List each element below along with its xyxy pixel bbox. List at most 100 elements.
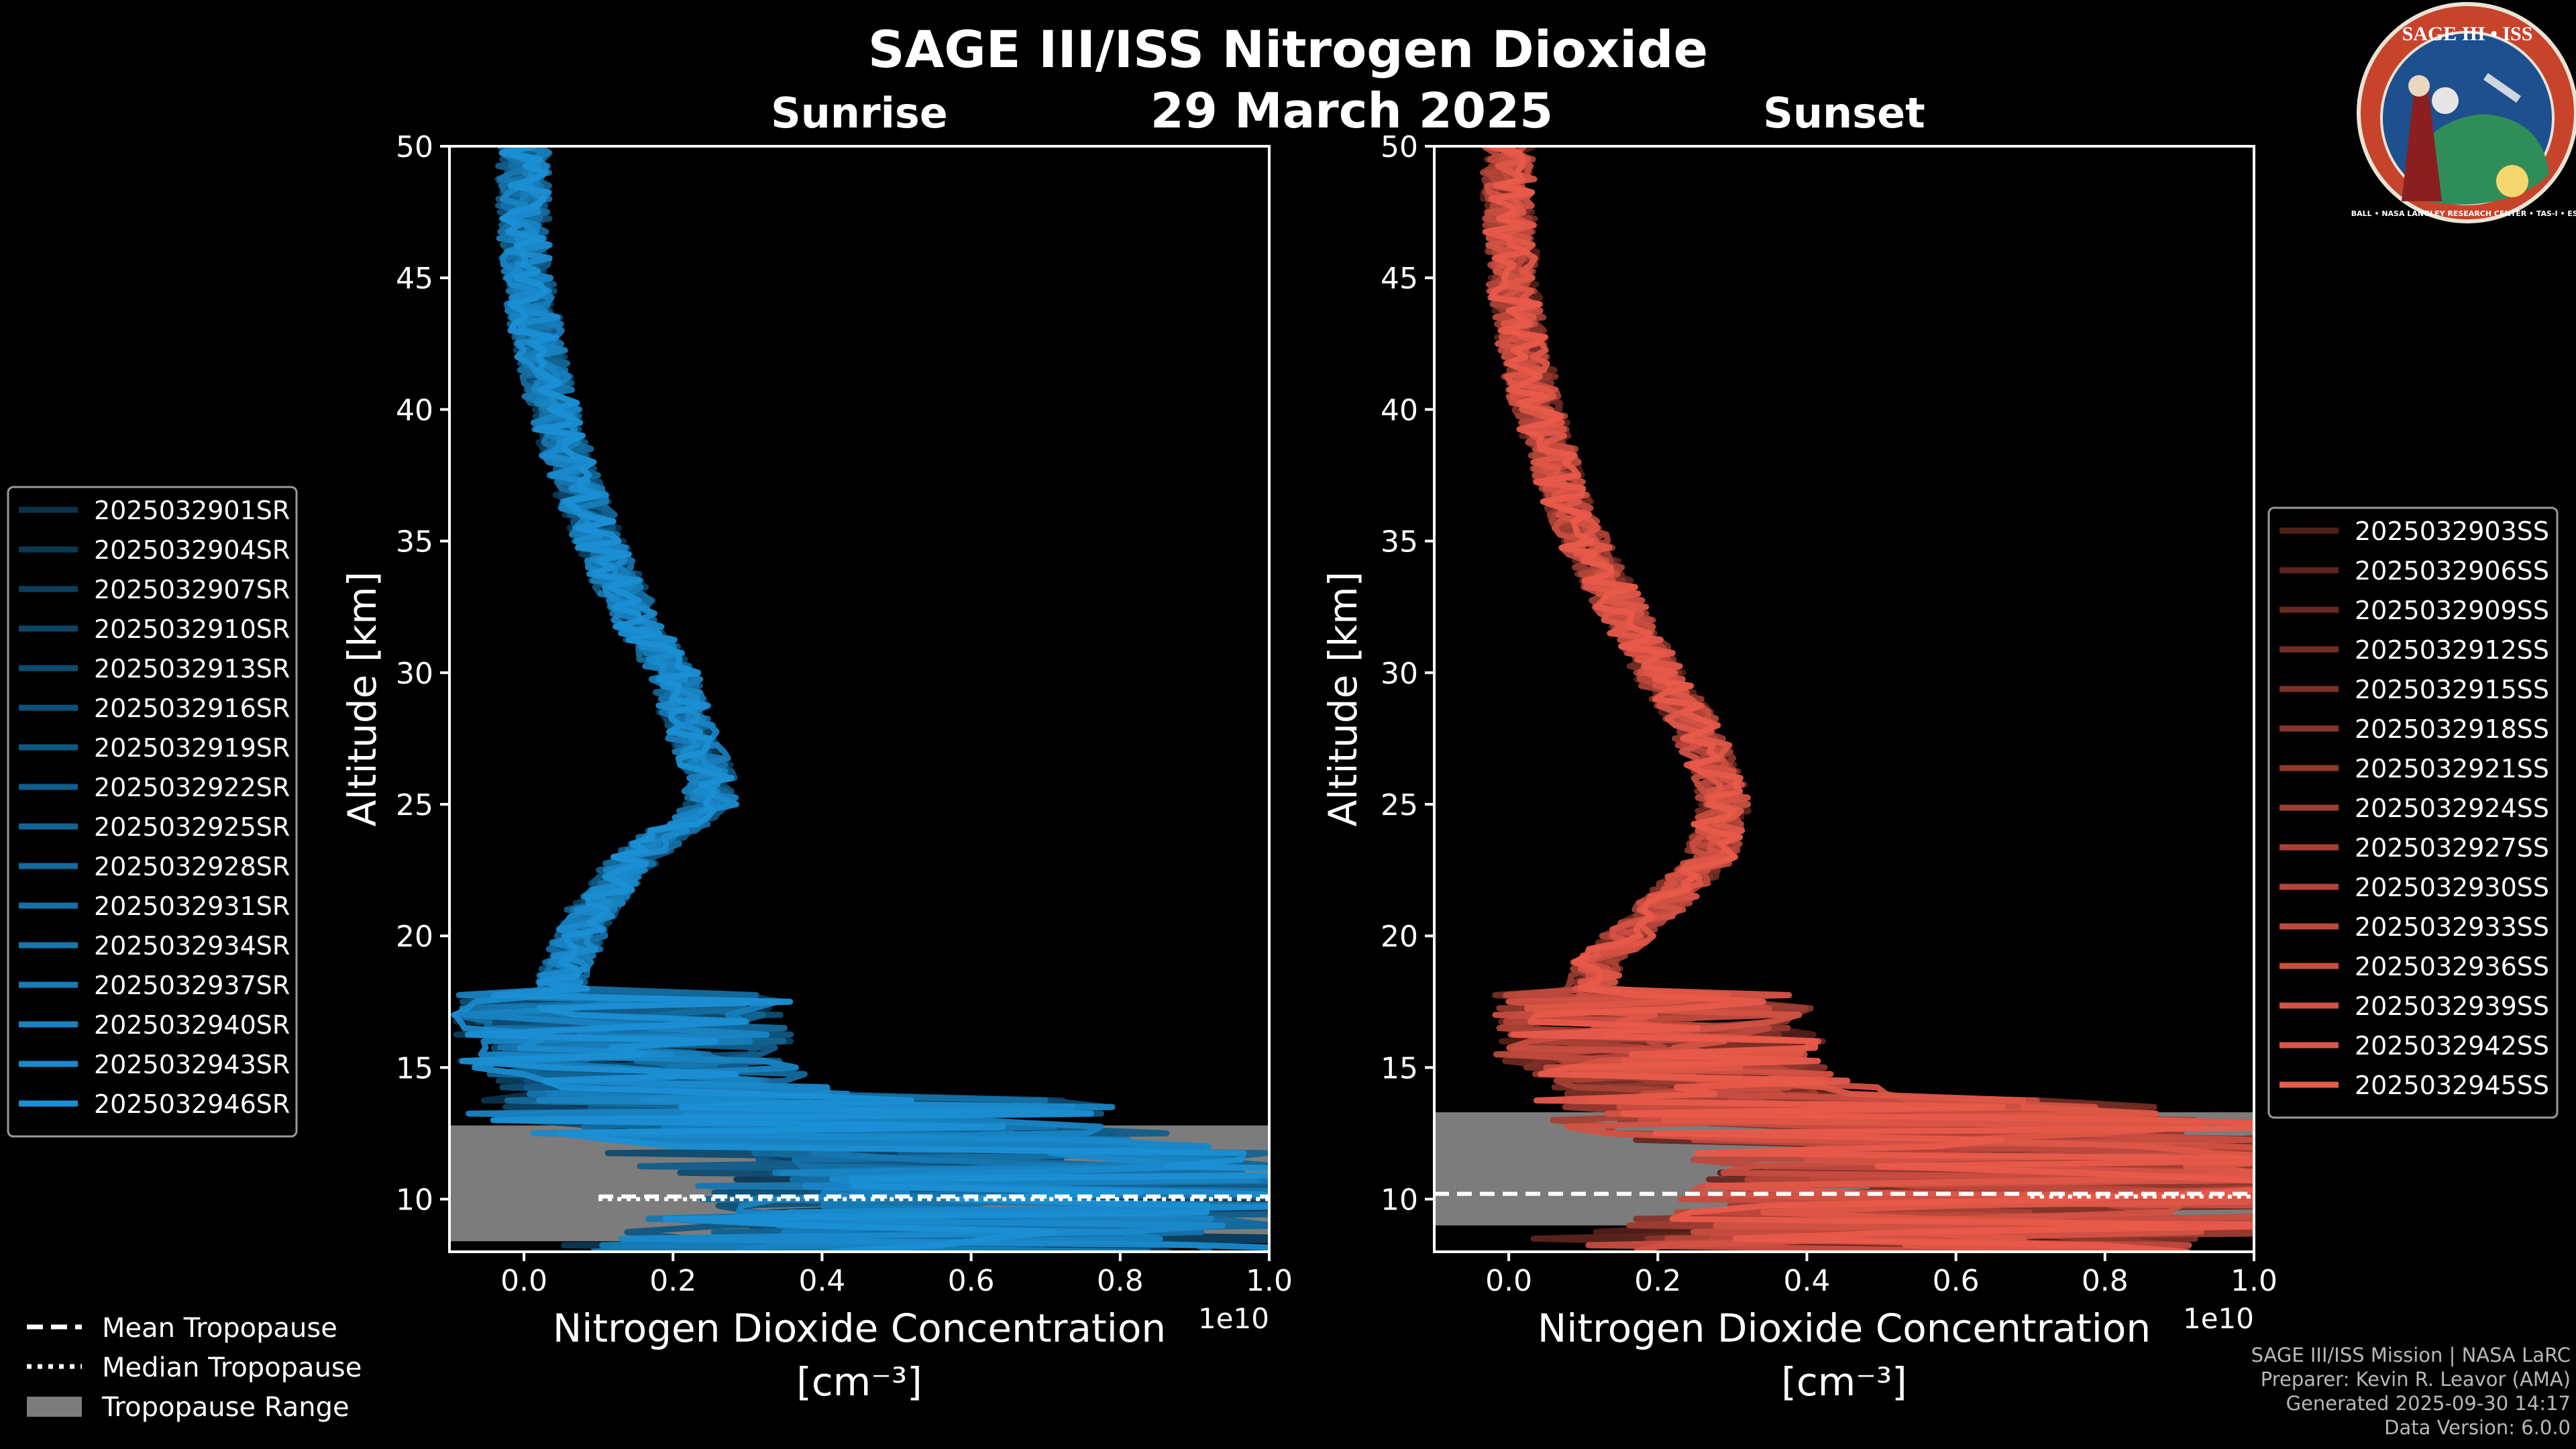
legend-entry: 2025032945SS [2355,1071,2549,1100]
legend-entry: 2025032946SR [94,1089,290,1119]
legend-entry: 2025032928SR [94,852,290,881]
legend-entry: 2025032930SS [2355,873,2549,902]
x-tick-label: 0.0 [1485,1264,1532,1298]
legend-entry: 2025032934SR [94,931,290,961]
logo-ring-text: BALL • NASA LANGLEY RESEARCH CENTER • TA… [2351,209,2576,218]
sunrise-plot-frame [448,145,1271,1253]
credit-line: Generated 2025-09-30 14:17 [2286,1392,2571,1415]
y-tick-label: 15 [396,1051,433,1085]
y-tick-label: 30 [1381,657,1418,691]
x-tick-label: 1.0 [1246,1264,1293,1298]
figure-date: 29 March 2025 [1150,83,1553,139]
sunset-ylabel: Altitude [km] [1320,572,1366,826]
legend-entry: 2025032903SS [2355,517,2549,546]
y-tick-label: 25 [1381,788,1418,822]
y-tick-label: 50 [1381,130,1418,164]
profile-line [1483,146,2254,1252]
legend-entry: 2025032937SR [94,971,290,1000]
legend-entry: 2025032901SR [94,496,290,525]
y-tick-label: 15 [1381,1051,1418,1085]
sunrise-ylabel: Altitude [km] [339,572,385,826]
logo-scientist-figure-icon [2402,91,2442,201]
sunrise-xlabel: Nitrogen Dioxide Concentration [553,1305,1166,1351]
y-tick-label: 45 [396,262,433,296]
legend-entry: 2025032939SS [2355,991,2549,1021]
x-tick-label: 0.6 [948,1264,995,1298]
median-tropopause-label: Median Tropopause [102,1352,362,1383]
y-tick-label: 25 [396,788,433,822]
legend-entry: 2025032912SS [2355,635,2549,665]
y-tick-label: 40 [396,393,433,427]
mission-logo: SAGE III • ISS BALL • NASA LANGLEY RESEA… [2351,2,2576,223]
tropopause-range-swatch [27,1397,82,1417]
logo-figure-head-icon [2408,75,2430,97]
sunrise-legend: 2025032901SR 2025032904SR 2025032907SR 2025… [7,486,298,1138]
legend-entry: 2025032915SS [2355,675,2549,704]
profile-line [459,146,1269,1252]
sunrise-panel: 10 15 20 25 30 35 40 45 50 0.0 0.2 0.4 0.6 0.8 1.0 Alt… [339,130,1293,1405]
x-tick-label: 0.6 [1933,1264,1980,1298]
legend-entry: 2025032924SS [2355,794,2549,823]
legend-entry: 2025032916SR [94,694,290,723]
logo-title: SAGE III • ISS [2402,23,2533,45]
mean-tropopause-label: Mean Tropopause [102,1313,337,1344]
legend-entry: 2025032925SR [94,812,290,842]
credits-block: SAGE III/ISS Mission | NASA LaRC Prepare… [2251,1343,2571,1440]
legend-frame [7,486,298,1138]
legend-entry: 2025032918SS [2355,714,2549,744]
sunset-xoffset: 1e10 [2183,1302,2254,1335]
x-tick-label: 0.8 [1097,1264,1144,1298]
logo-station-icon [2483,72,2522,103]
legend-entry: 2025032909SS [2355,596,2549,625]
legend-entry: 2025032931SR [94,892,290,921]
sunset-xunit: [cm⁻³] [1781,1359,1907,1405]
sunrise-xoffset: 1e10 [1198,1302,1269,1335]
tropopause-range-label: Tropopause Range [101,1392,350,1423]
legend-entry: 2025032927SS [2355,833,2549,863]
y-tick-label: 20 [1381,920,1418,954]
x-tick-label: 0.4 [798,1264,845,1298]
legend-entry: 2025032933SS [2355,912,2549,942]
credit-line: SAGE III/ISS Mission | NASA LaRC [2251,1344,2571,1366]
legend-frame [2267,506,2559,1119]
legend-entry: 2025032922SR [94,773,290,802]
logo-sun-icon [2496,165,2528,197]
y-tick-label: 40 [1381,393,1418,427]
legend-entry: 2025032904SR [94,535,290,565]
legend-entry: 2025032913SR [94,654,290,684]
sunset-xlabel: Nitrogen Dioxide Concentration [1538,1305,2151,1351]
legend-entry: 2025032910SR [94,614,290,644]
legend-entry: 2025032940SR [94,1010,290,1040]
x-tick-label: 0.8 [2082,1264,2129,1298]
y-tick-label: 20 [396,920,433,954]
y-tick-label: 35 [396,525,433,559]
legend-entry: 2025032906SS [2355,556,2549,586]
sunset-panel: 10 15 20 25 30 35 40 45 50 0.0 0.2 0.4 0.6 0.8 1.0 Alt… [1320,130,2277,1405]
x-tick-label: 0.2 [649,1264,696,1298]
x-tick-label: 0.0 [500,1264,547,1298]
legend-entry: 2025032942SS [2355,1031,2549,1061]
y-tick-label: 10 [396,1183,433,1218]
legend-entry: 2025032921SS [2355,754,2549,784]
sunset-legend: 2025032903SS 2025032906SS 2025032909SS 2025… [2267,506,2559,1119]
legend-entry: 2025032943SR [94,1050,290,1079]
tropopause-legend: Mean Tropopause Median Tropopause Tropop… [27,1313,362,1423]
sunrise-panel-title: Sunrise [771,89,948,138]
credit-line: Data Version: 6.0.0 [2384,1416,2571,1439]
logo-moon-icon [2432,87,2459,114]
sunrise-xunit: [cm⁻³] [796,1359,922,1405]
x-tick-label: 0.4 [1783,1264,1830,1298]
figure-title: SAGE III/ISS Nitrogen Dioxide [868,19,1708,79]
y-tick-label: 35 [1381,525,1418,559]
profile-line [450,146,1246,1252]
x-tick-label: 0.2 [1634,1264,1681,1298]
credit-line: Preparer: Kevin R. Leavor (AMA) [2260,1368,2571,1391]
legend-entry: 2025032919SR [94,733,290,763]
y-tick-label: 30 [396,657,433,691]
y-tick-label: 10 [1381,1183,1418,1218]
x-tick-label: 1.0 [2231,1264,2277,1298]
legend-entry: 2025032936SS [2355,952,2549,981]
sunset-plot-frame [1433,145,2255,1253]
legend-entry: 2025032907SR [94,575,290,604]
